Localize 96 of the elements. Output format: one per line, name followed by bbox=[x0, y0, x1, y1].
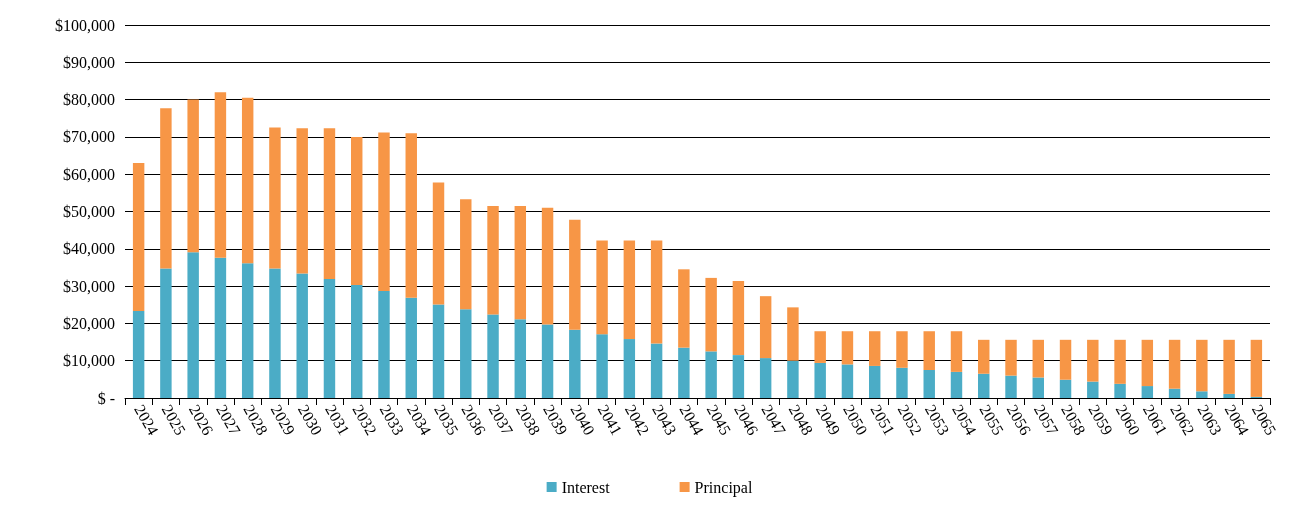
y-tick-label: $10,000 bbox=[63, 352, 115, 370]
bar bbox=[514, 205, 527, 320]
bar bbox=[132, 311, 145, 398]
bar bbox=[487, 314, 499, 398]
bar bbox=[132, 163, 145, 312]
bar bbox=[1059, 379, 1072, 398]
bar bbox=[896, 367, 908, 398]
bar bbox=[759, 358, 772, 398]
bar bbox=[405, 297, 417, 398]
bar bbox=[296, 273, 308, 398]
bar bbox=[514, 319, 527, 398]
bar bbox=[1168, 388, 1181, 398]
bar bbox=[1114, 339, 1126, 384]
y-tick-label: $80,000 bbox=[63, 91, 115, 109]
bar bbox=[650, 240, 663, 344]
legend-label: Principal bbox=[694, 478, 753, 497]
bar bbox=[241, 263, 254, 398]
bar bbox=[705, 351, 717, 398]
y-tick-label: $90,000 bbox=[63, 53, 115, 71]
bar bbox=[1032, 339, 1044, 378]
y-tick-label: $60,000 bbox=[63, 165, 115, 183]
bar bbox=[296, 128, 308, 274]
y-tick-label: $70,000 bbox=[63, 128, 115, 146]
bar bbox=[323, 279, 336, 398]
bar bbox=[569, 329, 581, 398]
bar bbox=[596, 334, 608, 398]
bar bbox=[1141, 386, 1154, 398]
y-tick-label: $30,000 bbox=[63, 277, 115, 295]
bar bbox=[1196, 339, 1208, 392]
bar bbox=[978, 373, 990, 398]
bar bbox=[241, 97, 254, 264]
bar bbox=[1087, 339, 1099, 382]
bar bbox=[1196, 391, 1208, 398]
bar bbox=[1087, 381, 1099, 398]
y-tick-label: $100,000 bbox=[55, 16, 115, 34]
bar bbox=[978, 339, 990, 374]
bar bbox=[814, 331, 826, 363]
bar bbox=[1059, 339, 1072, 380]
bar bbox=[269, 127, 281, 269]
bar bbox=[868, 365, 881, 398]
bar bbox=[160, 108, 172, 269]
bar bbox=[623, 339, 636, 398]
bar bbox=[787, 307, 799, 361]
y-tick-label: $50,000 bbox=[63, 203, 115, 220]
bar bbox=[432, 304, 445, 398]
bar bbox=[1032, 377, 1044, 398]
bar bbox=[351, 284, 363, 398]
bar bbox=[1168, 339, 1181, 389]
bar bbox=[868, 331, 881, 366]
bar bbox=[923, 331, 935, 371]
bar bbox=[541, 207, 554, 325]
bar bbox=[678, 269, 690, 348]
bar bbox=[623, 240, 636, 340]
bar bbox=[187, 252, 199, 398]
bar bbox=[378, 290, 390, 398]
bar bbox=[569, 219, 581, 330]
bar bbox=[787, 360, 799, 398]
bar bbox=[759, 296, 772, 359]
bar bbox=[950, 371, 963, 398]
bar bbox=[1114, 383, 1126, 398]
bar bbox=[732, 280, 745, 356]
bar bbox=[678, 347, 690, 398]
bar bbox=[1141, 339, 1154, 387]
bar bbox=[160, 268, 172, 398]
bar bbox=[432, 182, 445, 305]
bar bbox=[950, 331, 963, 372]
bar bbox=[1250, 339, 1263, 397]
bar bbox=[841, 364, 854, 398]
bar bbox=[541, 324, 554, 398]
bar bbox=[187, 99, 199, 253]
bar bbox=[1005, 375, 1017, 398]
bar bbox=[650, 343, 663, 398]
bar bbox=[841, 331, 854, 365]
bar bbox=[378, 132, 390, 291]
bar bbox=[596, 240, 608, 335]
bar bbox=[732, 355, 745, 398]
bar bbox=[460, 309, 472, 398]
y-tick-label: $ - bbox=[97, 389, 115, 407]
bar bbox=[1005, 339, 1017, 376]
bar bbox=[487, 205, 499, 315]
bar bbox=[923, 370, 935, 398]
bar bbox=[896, 331, 908, 368]
bar bbox=[214, 92, 227, 258]
legend-label: Interest bbox=[561, 478, 611, 496]
bar bbox=[460, 199, 472, 310]
bar bbox=[323, 128, 336, 280]
bar bbox=[814, 362, 826, 398]
bar bbox=[351, 136, 363, 285]
y-tick-label: $40,000 bbox=[63, 240, 115, 258]
y-tick-label: $20,000 bbox=[63, 314, 115, 332]
bar bbox=[269, 268, 281, 398]
bar bbox=[1223, 393, 1235, 398]
bar bbox=[1223, 339, 1235, 394]
bar bbox=[405, 133, 417, 298]
bar bbox=[705, 277, 717, 352]
bar bbox=[214, 257, 227, 398]
